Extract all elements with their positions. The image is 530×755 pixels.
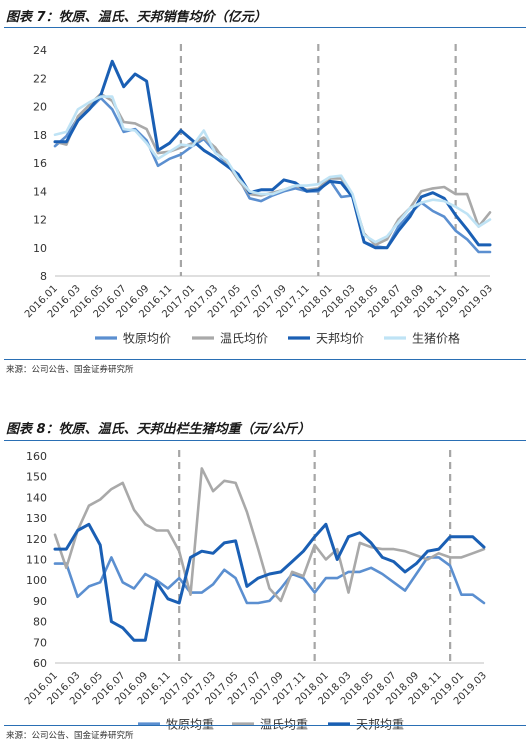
y-tick-label: 100	[26, 574, 47, 587]
figure-title: 图表 8：牧原、温氏、天邦出栏生猪均重（元/公斤）	[6, 422, 311, 437]
series-line-3	[53, 522, 486, 642]
y-tick-label: 150	[26, 471, 47, 484]
y-tick-label: 120	[26, 533, 47, 546]
legend-label: 温氏均价	[220, 332, 268, 346]
y-tick-label: 10	[33, 242, 47, 255]
y-tick-label: 22	[33, 72, 47, 85]
series-line-4	[53, 95, 492, 244]
y-tick-label: 140	[26, 491, 47, 504]
figure-weight: 图表 8：牧原、温氏、天邦出栏生猪均重（元/公斤） 60 70 80 90 100 110…	[0, 412, 530, 755]
chart-price: 810121416182022242016.012016.032016.0520…	[23, 44, 495, 346]
y-tick-label: 8	[40, 270, 47, 283]
y-tick-label: 110	[26, 554, 47, 567]
legend-label: 生猪价格	[412, 331, 460, 346]
y-tick-label: 14	[33, 185, 47, 198]
chart-weight: 607080901001101201301401501602016.012016…	[23, 450, 489, 732]
y-tick-label: 70	[33, 636, 47, 649]
y-tick-label: 60	[33, 657, 47, 670]
y-tick-label: 24	[33, 44, 47, 57]
source-note: 来源：公司公告、国金证券研究所	[6, 365, 134, 375]
series-line-1	[53, 556, 486, 605]
series-line-2	[53, 92, 492, 247]
y-tick-label: 80	[33, 616, 47, 629]
title-rule	[4, 440, 526, 441]
title-rule	[4, 27, 526, 28]
figure-price: 图表 7：牧原、温氏、天邦销售均价（亿元） 8 10 12 14 16 18 20 22 24 2…	[4, 10, 526, 375]
series-line-3	[53, 59, 492, 250]
legend-label: 温氏均重	[260, 718, 308, 732]
legend-label: 牧原均价	[123, 332, 171, 346]
y-tick-label: 20	[33, 101, 47, 114]
y-tick-label: 12	[33, 214, 47, 227]
y-tick-label: 160	[26, 450, 47, 463]
source-rule	[4, 725, 526, 726]
legend-label: 牧原均重	[166, 718, 214, 732]
legend-label: 天邦均价	[316, 332, 364, 346]
series-line-2	[53, 467, 486, 603]
source-note: 来源：公司公告、国金证券研究所	[6, 731, 134, 741]
y-tick-label: 16	[33, 157, 47, 170]
y-tick-label: 130	[26, 512, 47, 525]
y-tick-label: 18	[33, 129, 47, 142]
figure-title: 图表 7：牧原、温氏、天邦销售均价（亿元）	[6, 10, 267, 25]
source-rule	[4, 359, 526, 360]
legend-label: 天邦均重	[356, 718, 404, 732]
y-tick-label: 90	[33, 595, 47, 608]
